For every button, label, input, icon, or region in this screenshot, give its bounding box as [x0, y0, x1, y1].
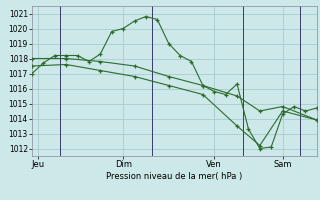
X-axis label: Pression niveau de la mer( hPa ): Pression niveau de la mer( hPa ) — [106, 172, 243, 181]
